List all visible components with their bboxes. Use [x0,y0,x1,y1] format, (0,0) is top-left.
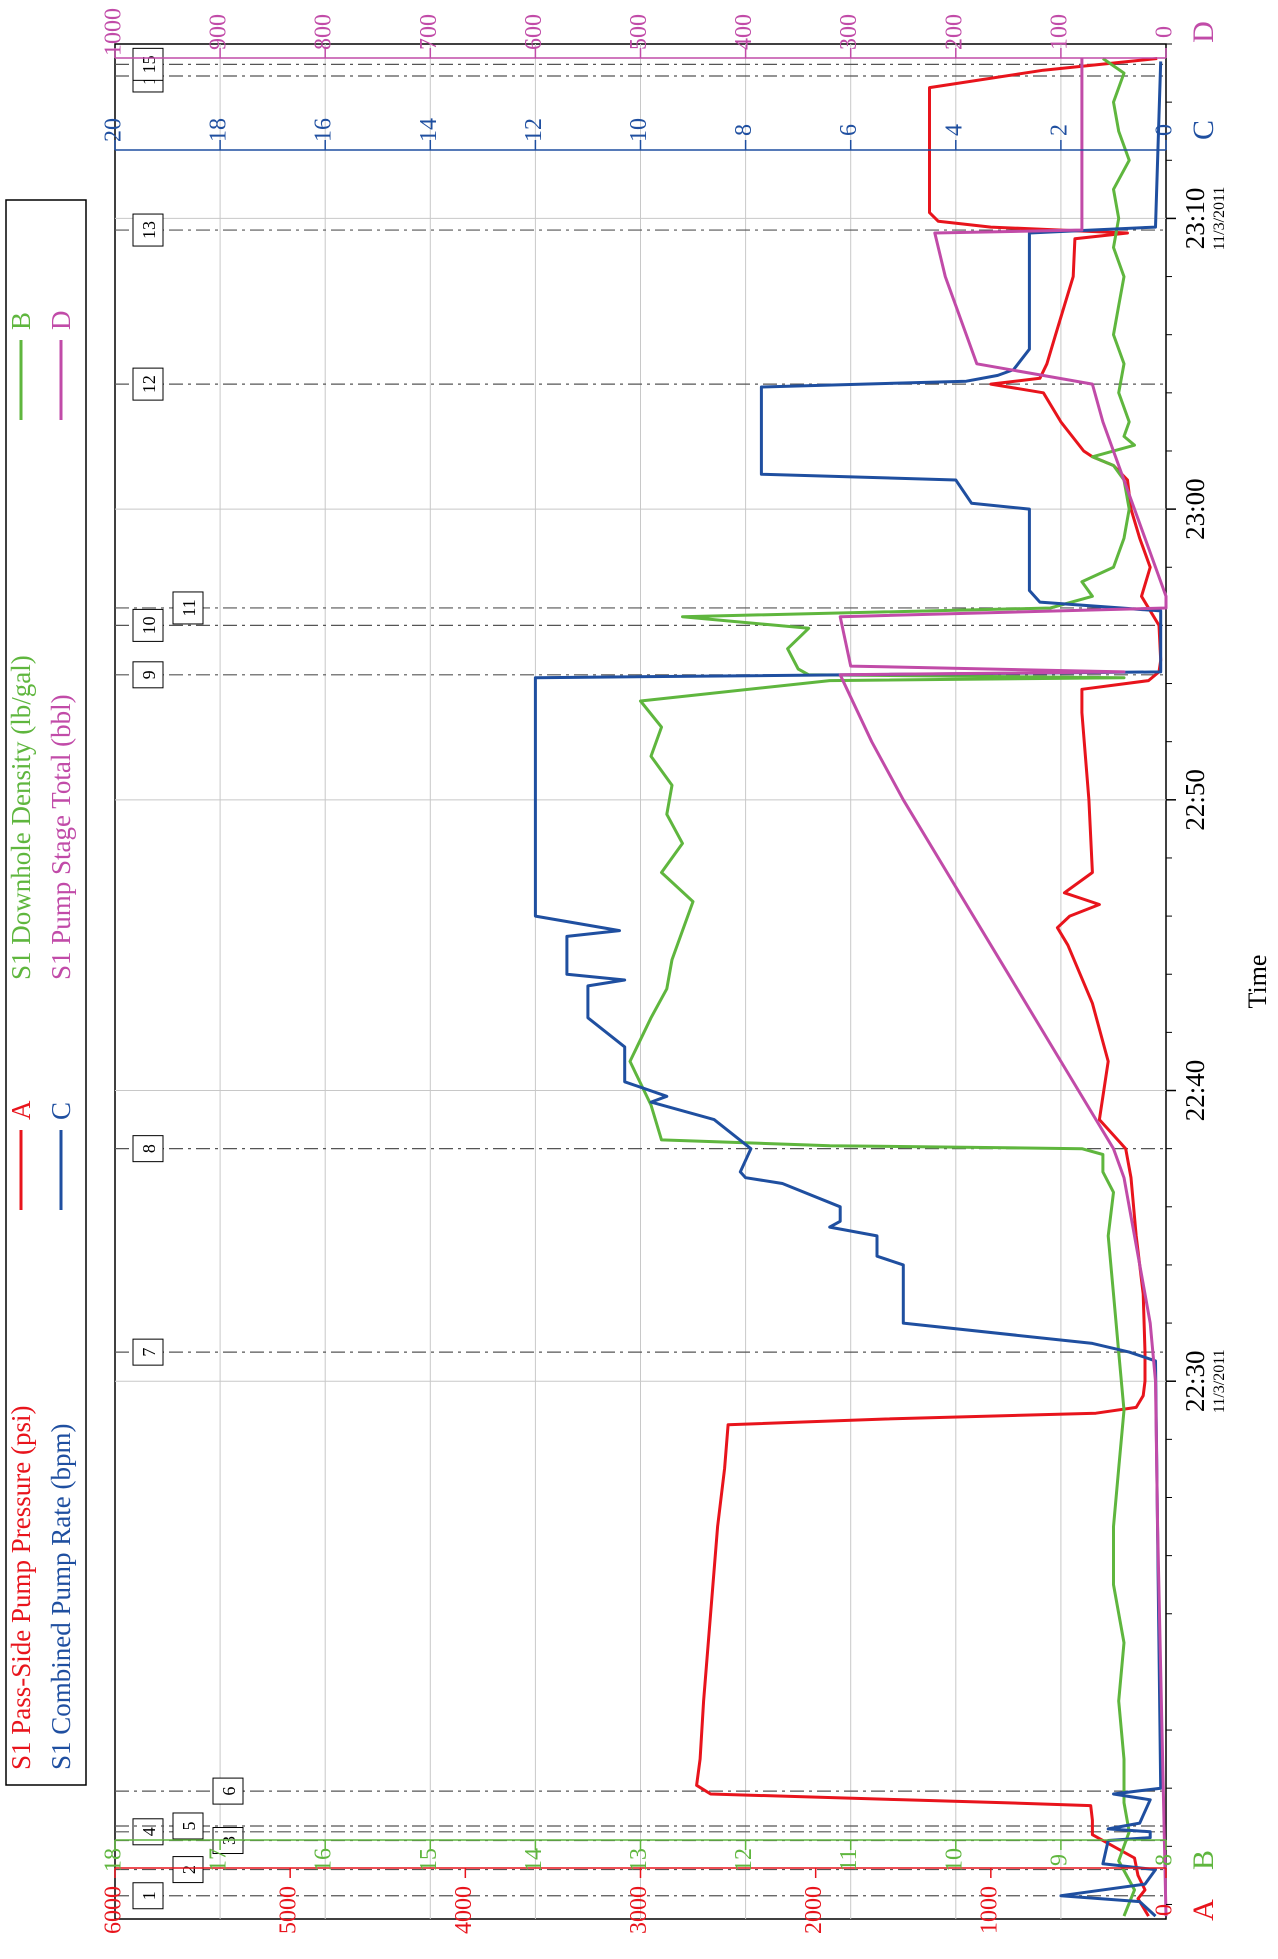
time-tick-label: 22:40 [1180,1060,1210,1122]
axis-tick-label-B: 10 [941,1848,967,1872]
axis-tick-label-B: 18 [101,1848,127,1872]
event-label-9: 9 [139,670,159,679]
legend-box: S1 Pass-Side Pump Pressure (psi) A S1 Down… [5,199,87,1786]
event-box-8 [132,1135,164,1163]
event-label-1: 1 [139,1891,159,1900]
axis-letter-A: A [1187,1899,1220,1921]
series-line-A [695,57,1163,1917]
event-box-10 [132,608,164,642]
legend-label-A: S1 Pass-Side Pump Pressure (psi) [6,1405,36,1770]
x-axis-title: Time [1243,955,1272,1009]
axis-tick-label-B: 9 [1046,1854,1072,1866]
time-tick-label: 23:10 [1180,188,1210,250]
event-label-13: 13 [139,221,159,239]
axis-tick-label-C: 16 [311,118,337,142]
axis-tick-label-B: 16 [311,1848,337,1872]
legend-label-D: S1 Pump Stage Total (bbl) [46,694,76,980]
event-label-10: 10 [139,616,159,634]
axis-tick-label-C: 18 [206,118,232,142]
event-label-2: 2 [179,1865,199,1874]
axis-tick-label-C: 8 [731,124,757,136]
event-box-13 [132,213,164,247]
legend-label-B: S1 Downhole Density (lb/gal) [6,655,36,980]
series-line-D [838,58,1168,1917]
axis-letter-C: C [1187,120,1220,140]
time-tick-date: 11/3/2011 [1211,1349,1228,1413]
series-line-C [533,61,1163,1918]
series-line-B [628,57,1136,1917]
axis-tick-label-D: 800 [311,14,337,50]
event-box-6 [212,1777,244,1805]
axis-tick-label-D: 1000 [101,8,127,56]
axis-tick-label-A: 1000 [976,1886,1002,1934]
axis-tick-label-D: 0 [1152,26,1178,38]
legend-frame [5,199,87,1786]
event-label-15: 15 [139,55,159,73]
event-label-7: 7 [139,1348,159,1357]
axis-tick-label-D: 500 [626,14,652,50]
legend-letter-B: B [6,312,36,330]
axis-tick-label-A: 2000 [801,1886,827,1934]
axis-tick-label-A: 4000 [451,1886,477,1934]
data-series [533,57,1168,1918]
event-label-8: 8 [139,1144,159,1153]
axis-tick-label-A: 3000 [626,1886,652,1934]
axis-tick-label-C: 0 [1152,124,1178,136]
event-box-12 [132,367,164,401]
event-label-4: 4 [139,1827,159,1836]
axis-letter-D: D [1187,21,1220,43]
event-label-12: 12 [139,375,159,393]
axis-tick-label-C: 4 [941,124,967,136]
axis-tick-label-C: 10 [626,118,652,142]
event-box-7 [132,1338,164,1366]
legend-letter-D: D [46,311,76,331]
axis-tick-label-B: 14 [521,1848,547,1872]
time-tick-label: 22:30 [1180,1350,1210,1412]
axis-tick-label-A: 5000 [276,1886,302,1934]
rotated-chart-group: 123456789101112131415 22:3011/3/201122:4… [114,43,1272,1920]
event-box-15 [132,47,164,81]
event-label-6: 6 [219,1787,239,1796]
event-box-11 [172,591,204,625]
axis-tick-label-D: 200 [941,14,967,50]
legend-label-C: S1 Combined Pump Rate (bpm) [46,1424,76,1771]
axis-tick-label-B: 13 [626,1848,652,1872]
axis-letter-B: B [1187,1850,1220,1870]
legend-letter-A: A [6,1100,36,1120]
axis-tick-label-A: 6000 [101,1886,127,1934]
axis-tick-label-B: 15 [416,1848,442,1872]
event-box-2 [172,1856,204,1884]
time-tick-label: 23:00 [1180,478,1210,540]
axis-tick-label-B: 11 [836,1848,862,1871]
event-label-11: 11 [179,599,199,616]
axis-tick-label-B: 12 [731,1848,757,1872]
axis-tick-label-C: 12 [521,118,547,142]
axis-tick-label-C: 2 [1046,124,1072,136]
event-label-5: 5 [179,1821,199,1830]
event-box-4 [132,1818,164,1846]
axis-tick-label-B: 8 [1152,1854,1178,1866]
axis-tick-label-B: 17 [206,1848,232,1872]
time-tick-date: 11/3/2011 [1211,187,1228,251]
axis-tick-label-D: 400 [731,14,757,50]
axis-tick-label-D: 100 [1046,14,1072,50]
axis-tick-label-C: 14 [416,118,442,142]
gridlines [115,44,1166,1919]
axis-tick-label-C: 20 [101,118,127,142]
axis-tick-label-D: 600 [521,14,547,50]
event-box-1 [132,1882,164,1910]
axis-tick-label-D: 700 [416,14,442,50]
axis-tick-label-D: 900 [206,14,232,50]
event-box-5 [172,1812,204,1840]
event-box-9 [132,661,164,689]
axis-tick-label-A: 0 [1152,1904,1178,1916]
axis-tick-label-C: 6 [836,124,862,136]
time-tick-label: 22:50 [1180,769,1210,831]
axis-tick-label-D: 300 [836,14,862,50]
legend-letter-C: C [46,1102,76,1120]
